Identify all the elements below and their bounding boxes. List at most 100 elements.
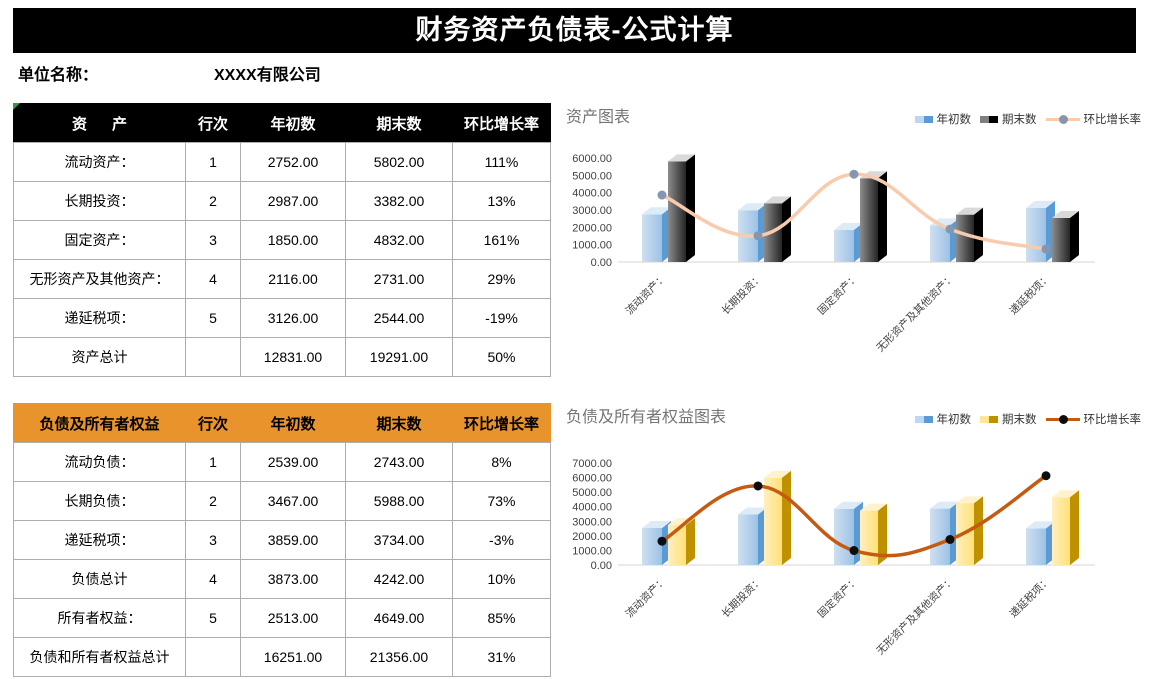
- liabilities-chart-plot: 0.00 1000.00 2000.00 3000.00 4000.00 5000.00 6…: [572, 458, 1095, 657]
- table-cell[interactable]: 4832.00: [345, 220, 453, 260]
- legend-marker-dot-icon: [1058, 114, 1068, 124]
- table-cell[interactable]: 长期负债：: [13, 481, 186, 521]
- table-cell[interactable]: 3467.00: [240, 481, 346, 521]
- table-cell[interactable]: 2513.00: [240, 598, 346, 638]
- table-cell[interactable]: 3126.00: [240, 298, 346, 338]
- table-cell[interactable]: 2752.00: [240, 142, 346, 182]
- table-cell[interactable]: 50%: [452, 337, 551, 377]
- header-cell-liabilities[interactable]: 负债及所有者权益: [13, 403, 186, 443]
- table-row: 负债和所有者权益总计 16251.00 21356.00 31%: [13, 637, 551, 677]
- table-cell[interactable]: 2: [185, 181, 241, 221]
- table-cell[interactable]: 固定资产：: [13, 220, 186, 260]
- header-cell-begin-amount[interactable]: 年初数: [240, 403, 346, 443]
- table-cell[interactable]: 2539.00: [240, 442, 346, 482]
- company-name-value[interactable]: XXXX有限公司: [214, 67, 321, 84]
- table-cell[interactable]: 资产总计: [13, 337, 186, 377]
- table-cell[interactable]: 3734.00: [345, 520, 453, 560]
- svg-text:4000.00: 4000.00: [572, 502, 612, 514]
- table-cell[interactable]: 13%: [452, 181, 551, 221]
- table-cell[interactable]: 85%: [452, 598, 551, 638]
- table-cell[interactable]: 73%: [452, 481, 551, 521]
- header-cell-assets[interactable]: 资 产: [13, 103, 186, 143]
- legend-label: 年初数: [936, 414, 972, 426]
- chart-legend: 年初数 期末数 环比增长率: [914, 411, 1141, 427]
- chart-title: 资产图表: [566, 109, 631, 126]
- table-row: 无形资产及其他资产： 4 2116.00 2731.00 29%: [13, 259, 551, 299]
- title-banner: 财务资产负债表-公式计算: [13, 8, 1136, 53]
- header-cell-end-amount[interactable]: 期末数: [345, 103, 453, 143]
- table-cell[interactable]: 3: [185, 220, 241, 260]
- table-cell[interactable]: 21356.00: [345, 637, 453, 677]
- table-cell[interactable]: 12831.00: [240, 337, 346, 377]
- table-cell[interactable]: 2987.00: [240, 181, 346, 221]
- table-cell[interactable]: 流动资产：: [13, 142, 186, 182]
- header-cell-line-no[interactable]: 行次: [185, 403, 241, 443]
- svg-text:固定资产：: 固定资产：: [815, 271, 861, 317]
- table-cell[interactable]: 5802.00: [345, 142, 453, 182]
- header-cell-growth-rate[interactable]: 环比增长率: [452, 103, 551, 143]
- table-cell[interactable]: 1850.00: [240, 220, 346, 260]
- table-cell[interactable]: 8%: [452, 442, 551, 482]
- table-cell[interactable]: 5: [185, 598, 241, 638]
- table-cell[interactable]: 1: [185, 442, 241, 482]
- header-cell-growth-rate[interactable]: 环比增长率: [452, 403, 551, 443]
- table-cell[interactable]: 2544.00: [345, 298, 453, 338]
- header-cell-end-amount[interactable]: 期末数: [345, 403, 453, 443]
- svg-text:1000.00: 1000.00: [572, 545, 612, 557]
- table-cell[interactable]: 4649.00: [345, 598, 453, 638]
- table-row: 流动负债： 1 2539.00 2743.00 8%: [13, 442, 551, 482]
- table-cell[interactable]: -19%: [452, 298, 551, 338]
- svg-text:5000.00: 5000.00: [572, 170, 612, 182]
- svg-text:2000.00: 2000.00: [572, 222, 612, 234]
- table-cell[interactable]: 3: [185, 520, 241, 560]
- table-row: 递延税项： 3 3859.00 3734.00 -3%: [13, 520, 551, 560]
- table-cell[interactable]: 递延税项：: [13, 520, 186, 560]
- table-cell[interactable]: 流动负债：: [13, 442, 186, 482]
- table-cell[interactable]: 3859.00: [240, 520, 346, 560]
- table-cell[interactable]: 161%: [452, 220, 551, 260]
- legend-label: 年初数: [936, 114, 972, 126]
- table-cell[interactable]: 5: [185, 298, 241, 338]
- table-cell[interactable]: 3873.00: [240, 559, 346, 599]
- legend-label: 期末数: [1002, 414, 1037, 426]
- liabilities-chart[interactable]: 0.00 1000.00 2000.00 3000.00 4000.00 5000.00 6…: [560, 400, 1149, 679]
- svg-text:流动资产：: 流动资产：: [623, 271, 669, 317]
- table-cell[interactable]: 1: [185, 142, 241, 182]
- table-cell[interactable]: [185, 637, 241, 677]
- table-cell[interactable]: 2: [185, 481, 241, 521]
- legend-bar-swatch-icon: [980, 115, 998, 123]
- svg-text:无形资产及其他资产：: 无形资产及其他资产：: [874, 574, 957, 657]
- table-cell[interactable]: 负债和所有者权益总计: [13, 637, 186, 677]
- table-cell[interactable]: 111%: [452, 142, 551, 182]
- table-cell[interactable]: 29%: [452, 259, 551, 299]
- table-cell[interactable]: 16251.00: [240, 637, 346, 677]
- table-cell[interactable]: [185, 337, 241, 377]
- header-cell-line-no[interactable]: 行次: [185, 103, 241, 143]
- table-cell[interactable]: 4: [185, 259, 241, 299]
- svg-text:递延税项：: 递延税项：: [1007, 271, 1053, 317]
- table-cell[interactable]: 2731.00: [345, 259, 453, 299]
- table-cell[interactable]: 2116.00: [240, 259, 346, 299]
- assets-table-header-row: 资 产 行次 年初数 期末数 环比增长率: [13, 103, 551, 143]
- table-cell[interactable]: 5988.00: [345, 481, 453, 521]
- table-cell[interactable]: 3382.00: [345, 181, 453, 221]
- table-cell[interactable]: 长期投资：: [13, 181, 186, 221]
- table-row: 递延税项： 5 3126.00 2544.00 -19%: [13, 298, 551, 338]
- table-cell[interactable]: 递延税项：: [13, 298, 186, 338]
- table-cell[interactable]: 31%: [452, 637, 551, 677]
- table-cell[interactable]: 负债总计: [13, 559, 186, 599]
- table-cell[interactable]: -3%: [452, 520, 551, 560]
- header-cell-begin-amount[interactable]: 年初数: [240, 103, 346, 143]
- assets-chart[interactable]: 0.00 1000.00 2000.00 3000.00 4000.00 5000.00 6…: [560, 100, 1149, 400]
- table-cell[interactable]: 10%: [452, 559, 551, 599]
- table-cell[interactable]: 4242.00: [345, 559, 453, 599]
- liabilities-table: 负债及所有者权益 行次 年初数 期末数 环比增长率 流动负债： 1 2539.00 2…: [13, 403, 551, 677]
- table-cell[interactable]: 2743.00: [345, 442, 453, 482]
- table-cell[interactable]: 无形资产及其他资产：: [13, 259, 186, 299]
- svg-text:2000.00: 2000.00: [572, 531, 612, 543]
- table-cell[interactable]: 19291.00: [345, 337, 453, 377]
- table-cell[interactable]: 所有者权益：: [13, 598, 186, 638]
- table-cell[interactable]: 4: [185, 559, 241, 599]
- legend-item: 期末数: [980, 111, 1037, 127]
